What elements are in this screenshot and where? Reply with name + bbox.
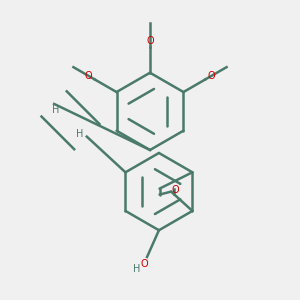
Text: O: O — [146, 36, 154, 46]
Text: H: H — [76, 129, 83, 139]
Text: O: O — [140, 260, 148, 269]
Text: O: O — [84, 71, 92, 81]
Text: O: O — [208, 71, 216, 81]
Text: H: H — [52, 106, 59, 116]
Text: O: O — [172, 185, 179, 195]
Text: H: H — [133, 265, 140, 275]
